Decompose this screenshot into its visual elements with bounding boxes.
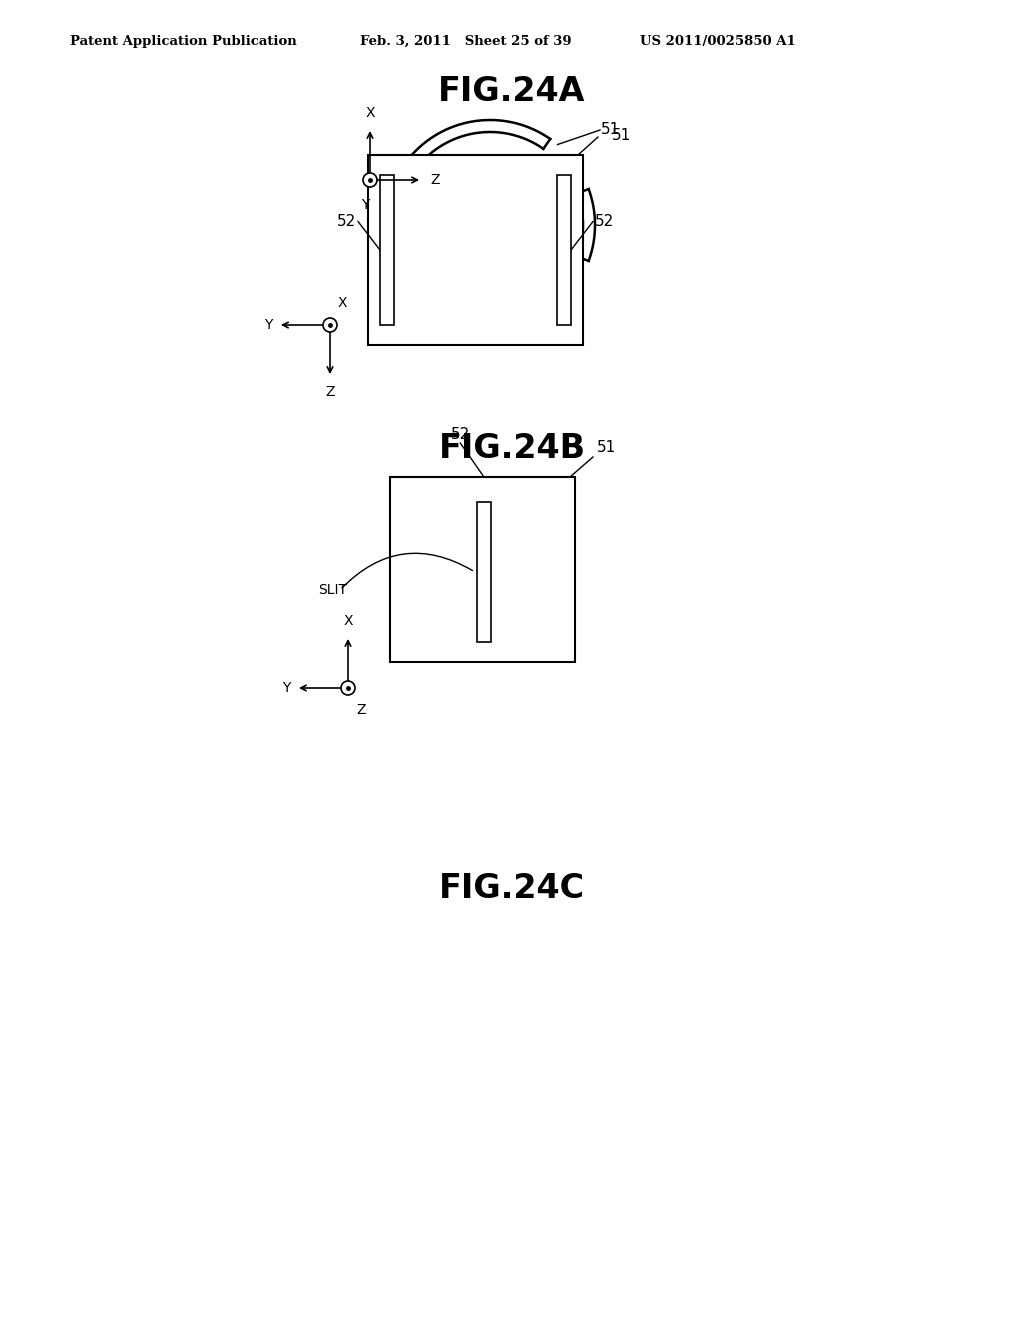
Text: FIG.24C: FIG.24C [439, 873, 585, 906]
Text: X: X [343, 614, 352, 628]
Text: Z: Z [430, 173, 439, 187]
Text: 51: 51 [612, 128, 631, 143]
Text: Y: Y [263, 318, 272, 333]
Text: US 2011/0025850 A1: US 2011/0025850 A1 [640, 36, 796, 48]
Text: X: X [338, 296, 347, 310]
Text: 52: 52 [337, 214, 356, 228]
Text: FIG.24A: FIG.24A [438, 75, 586, 108]
Text: 52: 52 [451, 426, 470, 442]
Text: Z: Z [356, 704, 366, 717]
Text: Z: Z [326, 385, 335, 399]
Bar [390, 477, 575, 663]
Bar [477, 502, 490, 642]
Circle shape [341, 681, 355, 696]
Text: Feb. 3, 2011   Sheet 25 of 39: Feb. 3, 2011 Sheet 25 of 39 [360, 36, 571, 48]
Text: Patent Application Publication: Patent Application Publication [70, 36, 297, 48]
Bar [557, 176, 571, 325]
Text: X: X [366, 106, 375, 120]
Text: Y: Y [282, 681, 290, 696]
Text: 52: 52 [595, 214, 614, 228]
Bar [380, 176, 394, 325]
Text: SLIT: SLIT [318, 583, 347, 597]
Text: 51: 51 [601, 121, 621, 137]
Text: 51: 51 [597, 440, 616, 455]
Circle shape [362, 173, 377, 187]
Text: Y: Y [360, 198, 370, 213]
Circle shape [323, 318, 337, 333]
Text: FIG.24B: FIG.24B [438, 432, 586, 465]
Bar [368, 154, 583, 345]
